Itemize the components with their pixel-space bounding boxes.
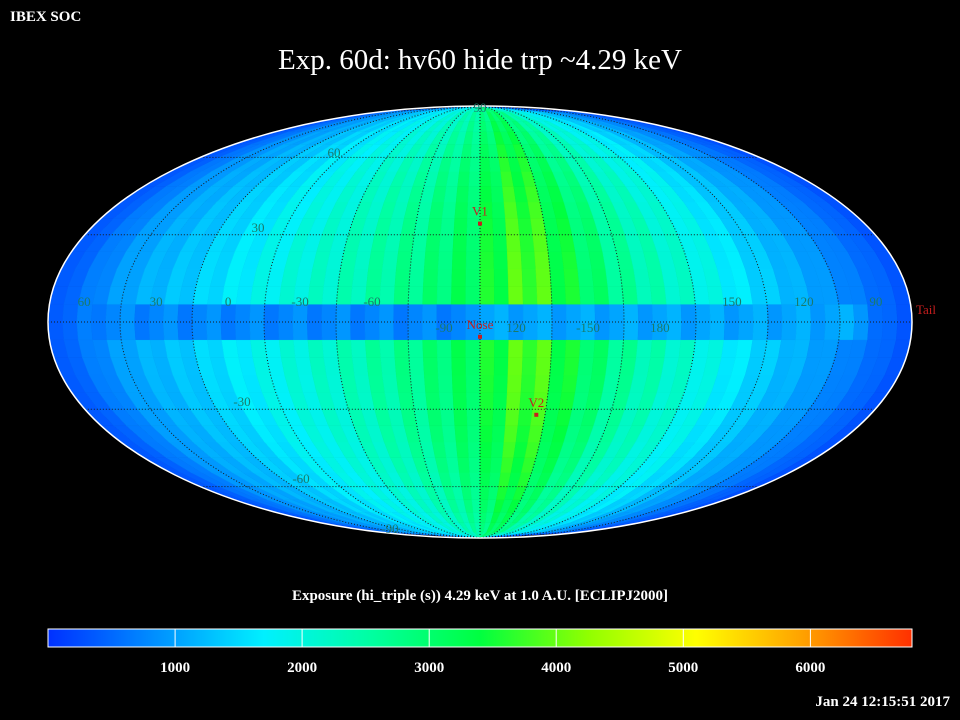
colorbar-tick-label: 3000	[414, 660, 444, 676]
longitude-label: 180	[650, 320, 670, 335]
meridian-line	[479, 106, 697, 538]
longitude-label: 0	[225, 294, 232, 309]
graticule	[48, 106, 912, 538]
exposure-cells	[48, 106, 912, 538]
graticule-labels: 60 30 0 -30 -60 -90 120 -150 180 150 120 90 90 60 30 -3…	[78, 100, 883, 536]
meridian-line	[335, 106, 481, 538]
latitude-label: -30	[233, 394, 250, 409]
map-outline	[47, 105, 913, 539]
header-label: IBEX SOC	[10, 9, 82, 25]
longitude-label: 150	[722, 294, 742, 309]
meridian-line	[479, 106, 553, 538]
marker-label: Tail	[916, 302, 936, 317]
marker-point	[534, 412, 539, 417]
meridian-line	[479, 106, 841, 538]
meridian-line	[191, 106, 481, 538]
colorbar-tick-label: 4000	[541, 660, 571, 676]
latitude-label: -60	[292, 471, 309, 486]
longitude-label: 90	[869, 294, 882, 309]
colorbar-tick-label: 5000	[668, 660, 698, 676]
longitude-label: -90	[435, 320, 452, 335]
meridian-line	[263, 106, 481, 538]
latitude-label: 30	[252, 220, 265, 235]
longitude-label: -30	[291, 294, 308, 309]
latitude-label: 90	[474, 100, 487, 115]
longitude-label: -150	[576, 320, 600, 335]
marker-label: V1	[472, 204, 488, 219]
marker-label: Nose	[467, 317, 494, 332]
timestamp: Jan 24 12:15:51 2017	[815, 694, 950, 710]
longitude-label: -60	[363, 294, 380, 309]
longitude-label: 30	[150, 294, 163, 309]
meridian-line	[407, 106, 481, 538]
marker-label: V2	[528, 395, 544, 410]
colorbar-gradient	[47, 628, 913, 648]
colorbar-ticks: 1000 2000 3000 4000 5000 6000	[160, 629, 825, 676]
meridian-line	[479, 106, 625, 538]
exposure-cell	[895, 321, 912, 340]
colorbar-tick-label: 1000	[160, 660, 190, 676]
marker-point	[478, 221, 482, 226]
latitude-label: 60	[328, 145, 341, 160]
longitude-label: 120	[506, 320, 526, 335]
meridian-line	[479, 106, 769, 538]
latitude-label: -90	[381, 521, 398, 536]
longitude-label: 120	[794, 294, 814, 309]
marker-point	[478, 334, 482, 339]
meridian-line	[119, 106, 481, 538]
chart-title: Exp. 60d: hv60 hide trp ~4.29 keV	[278, 44, 682, 76]
colorbar-tick-label: 6000	[795, 660, 825, 676]
longitude-label: 60	[78, 294, 91, 309]
markers: V1 Nose V2 Tail	[467, 204, 936, 417]
colorbar-tick-label: 2000	[287, 660, 317, 676]
colorbar-title: Exposure (hi_triple (s)) 4.29 keV at 1.0…	[291, 588, 669, 604]
